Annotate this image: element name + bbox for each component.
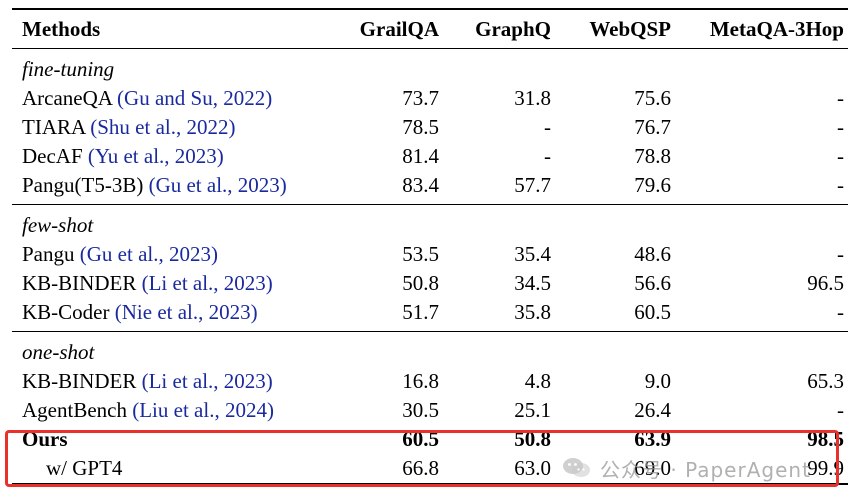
metaqa-cell: - [675,171,848,205]
metaqa-cell: - [837,86,844,110]
graphq-cell: 35.4 [514,242,551,266]
method-name: TIARA [22,115,85,139]
table-row: AgentBench (Liu et al., 2024) 30.5 25.1 … [12,396,848,425]
table-row: Pangu(T5-3B) (Gu et al., 2023) 83.4 57.7… [12,171,848,205]
method-cell: DecAF (Yu et al., 2023) [12,142,322,171]
metaqa-cell: 96.5 [807,271,844,295]
method-cell: ArcaneQA (Gu and Su, 2022) [12,84,322,113]
method-cell: KB-BINDER (Li et al., 2023) [12,367,322,396]
method-cell-gpt4: w/ GPT4 [12,454,322,485]
grailqa-cell: 66.8 [322,454,443,485]
method-name: Pangu(T5-3B) [22,173,144,197]
webqsp-cell: 79.6 [555,171,675,205]
graphq-cell: 57.7 [443,171,555,205]
section-label: fine-tuning [22,57,115,81]
metaqa-cell: 65.3 [807,369,844,393]
grailqa-cell: 16.8 [402,369,439,393]
webqsp-cell: 56.6 [634,271,671,295]
table-row: KB-BINDER (Li et al., 2023) 50.8 34.5 56… [12,269,848,298]
table-row-ours: Ours 60.5 50.8 63.9 98.5 [12,425,848,454]
header-row: Methods GrailQA GraphQ WebQSP MetaQA-3Ho… [12,8,848,49]
section-label: one-shot [22,340,95,364]
graphq-cell: - [544,115,551,139]
method-cell: Pangu (Gu et al., 2023) [12,240,322,269]
webqsp-cell: 26.4 [634,398,671,422]
metaqa-cell: 99.9 [675,454,848,485]
graphq-cell: 31.8 [514,86,551,110]
graphq-cell: 34.5 [514,271,551,295]
header-metaqa: MetaQA-3Hop [675,8,848,49]
method-cell: TIARA (Shu et al., 2022) [12,113,322,142]
citation-link[interactable]: (Shu et al., 2022) [90,115,236,139]
grailqa-cell: 78.5 [402,115,439,139]
header-webqsp: WebQSP [555,8,675,49]
table-row: DecAF (Yu et al., 2023) 81.4 - 78.8 - [12,142,848,171]
grailqa-cell: 50.8 [402,271,439,295]
graphq-cell: 4.8 [524,369,551,393]
method-name: AgentBench [22,398,127,422]
webqsp-cell: 9.0 [644,369,671,393]
webqsp-cell: 76.7 [634,115,671,139]
graphq-cell: 35.8 [443,298,555,332]
method-name: DecAF [22,144,83,168]
grailqa-cell: 53.5 [402,242,439,266]
method-name: KB-BINDER [22,369,137,393]
grailqa-cell: 51.7 [322,298,443,332]
graphq-cell: 63.0 [443,454,555,485]
results-table: Methods GrailQA GraphQ WebQSP MetaQA-3Ho… [12,8,848,485]
citation-link[interactable]: (Nie et al., 2023) [114,300,258,324]
metaqa-cell: - [837,242,844,266]
webqsp-cell: 69.0 [555,454,675,485]
table-row-ours-gpt4: w/ GPT4 66.8 63.0 69.0 99.9 [12,454,848,485]
citation-link[interactable]: (Yu et al., 2023) [87,144,224,168]
webqsp-cell: 48.6 [634,242,671,266]
webqsp-cell: 75.6 [634,86,671,110]
grailqa-cell: 81.4 [402,144,439,168]
citation-link[interactable]: (Li et al., 2023) [141,369,273,393]
webqsp-cell: 78.8 [634,144,671,168]
method-name: KB-BINDER [22,271,137,295]
method-cell: Pangu(T5-3B) (Gu et al., 2023) [12,171,322,205]
header-grailqa: GrailQA [322,8,443,49]
metaqa-cell: - [837,115,844,139]
section-label: few-shot [22,213,94,237]
table-row: KB-Coder (Nie et al., 2023) 51.7 35.8 60… [12,298,848,332]
metaqa-cell: 98.5 [807,427,844,451]
metaqa-cell: - [837,144,844,168]
grailqa-cell: 73.7 [402,86,439,110]
metaqa-cell: - [837,398,844,422]
webqsp-cell: 60.5 [555,298,675,332]
header-methods: Methods [12,8,322,49]
method-name: ArcaneQA [22,86,112,110]
table-row: KB-BINDER (Li et al., 2023) 16.8 4.8 9.0… [12,367,848,396]
citation-link[interactable]: (Gu and Su, 2022) [117,86,273,110]
method-name: Pangu [22,242,75,266]
graphq-cell: - [544,144,551,168]
grailqa-cell: 60.5 [402,427,439,451]
method-cell: KB-BINDER (Li et al., 2023) [12,269,322,298]
grailqa-cell: 83.4 [322,171,443,205]
graphq-cell: 25.1 [514,398,551,422]
header-graphq: GraphQ [443,8,555,49]
method-cell-ours: Ours [22,427,68,451]
method-name: KB-Coder [22,300,110,324]
method-cell: KB-Coder (Nie et al., 2023) [12,298,322,332]
citation-link[interactable]: (Li et al., 2023) [141,271,273,295]
table-row: Pangu (Gu et al., 2023) 53.5 35.4 48.6 - [12,240,848,269]
table-row: TIARA (Shu et al., 2022) 78.5 - 76.7 - [12,113,848,142]
citation-link[interactable]: (Gu et al., 2023) [79,242,218,266]
method-cell: AgentBench (Liu et al., 2024) [12,396,322,425]
metaqa-cell: - [675,298,848,332]
table-row: ArcaneQA (Gu and Su, 2022) 73.7 31.8 75.… [12,84,848,113]
section-row-fine-tuning: fine-tuning [12,49,848,85]
graphq-cell: 50.8 [514,427,551,451]
citation-link[interactable]: (Gu et al., 2023) [148,173,287,197]
citation-link[interactable]: (Liu et al., 2024) [132,398,274,422]
section-row-one-shot: one-shot [12,332,848,368]
webqsp-cell: 63.9 [634,427,671,451]
section-row-few-shot: few-shot [12,205,848,241]
grailqa-cell: 30.5 [402,398,439,422]
